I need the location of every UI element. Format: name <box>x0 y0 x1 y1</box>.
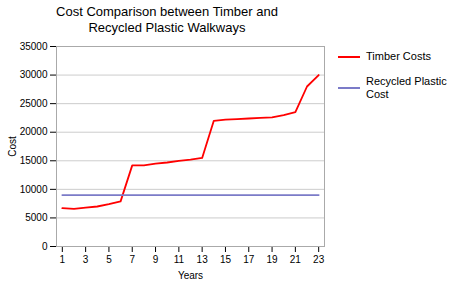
svg-text:7: 7 <box>129 254 135 265</box>
svg-text:5000: 5000 <box>25 212 48 223</box>
svg-text:20000: 20000 <box>20 126 48 137</box>
svg-text:17: 17 <box>243 254 255 265</box>
svg-text:10000: 10000 <box>20 184 48 195</box>
html-text:Cost Comparison between Timber: Cost Comparison between Timber and Recyc… <box>56 4 278 35</box>
svg-text:0: 0 <box>42 241 48 252</box>
svg-text:30000: 30000 <box>20 69 48 80</box>
svg-text:Cost: Cost <box>7 136 18 157</box>
svg-text:35000: 35000 <box>20 41 48 52</box>
svg-text:5: 5 <box>106 254 112 265</box>
svg-text:25000: 25000 <box>20 98 48 109</box>
html-text:Timber Costs: Timber Costs <box>366 50 431 62</box>
svg-text:13: 13 <box>197 254 209 265</box>
svg-text:15: 15 <box>220 254 232 265</box>
svg-text:19: 19 <box>267 254 279 265</box>
html-text:Recycled Plastic Cost: Recycled Plastic Cost <box>366 75 447 100</box>
svg-text:Years: Years <box>178 270 203 281</box>
svg-text:1: 1 <box>60 254 66 265</box>
svg-text:15000: 15000 <box>20 155 48 166</box>
svg-text:9: 9 <box>153 254 159 265</box>
svg-text:21: 21 <box>290 254 302 265</box>
svg-text:3: 3 <box>83 254 89 265</box>
svg-text:11: 11 <box>174 254 185 265</box>
svg-text:23: 23 <box>313 254 325 265</box>
